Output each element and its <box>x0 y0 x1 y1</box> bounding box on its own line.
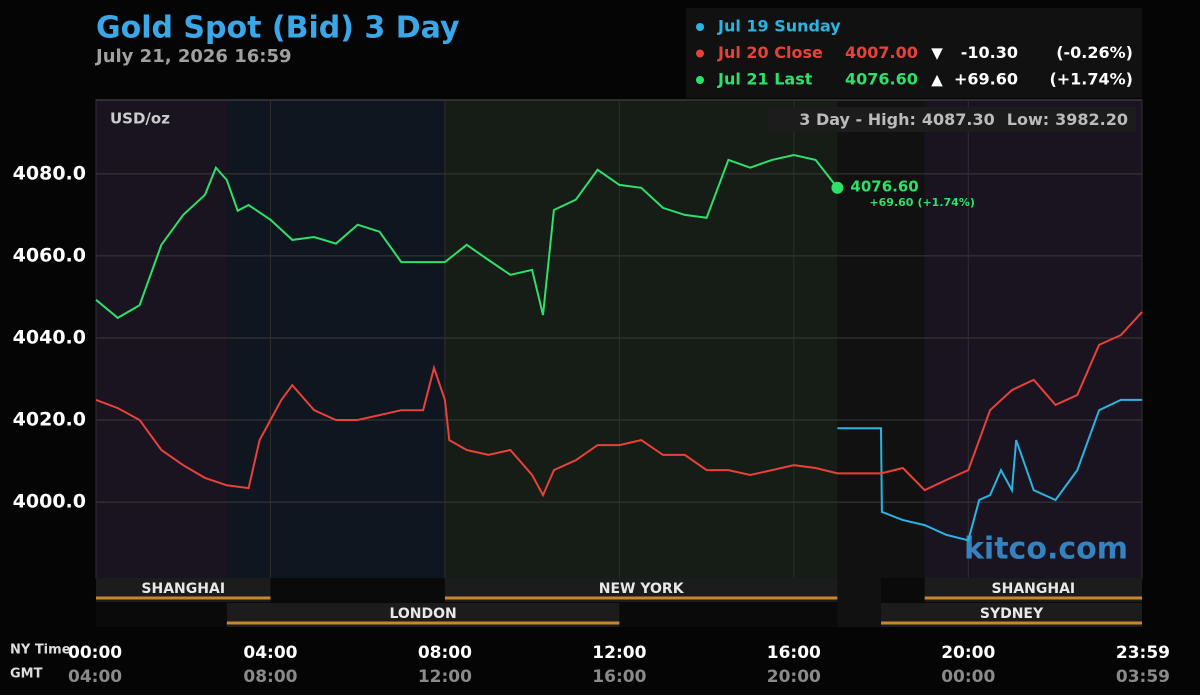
legend-dot <box>696 76 704 84</box>
session-label: LONDON <box>389 606 456 622</box>
x2-tick-label: 16:00 <box>592 667 646 687</box>
session-label: SHANGHAI <box>141 581 225 597</box>
legend-arrow: ▼ <box>931 44 943 62</box>
session-label: NEW YORK <box>599 581 685 597</box>
x-axis-label: NY Time <box>10 643 71 658</box>
session-label: SYDNEY <box>980 606 1044 622</box>
session-label: SHANGHAI <box>992 581 1076 597</box>
change: +69.60 <box>869 196 913 209</box>
legend-box <box>686 8 1142 98</box>
x2-axis-label: GMT <box>10 667 43 682</box>
stats: 3 Day - High: 4087.30 Low: 3982.20 <box>799 110 1128 129</box>
last-value-label: 4076.60 <box>850 177 918 195</box>
session-tint <box>924 101 1142 578</box>
x2-tick-label: 00:00 <box>941 667 995 687</box>
y-tick-label: 4060.0 <box>13 244 86 266</box>
watermark: kitco.com <box>964 532 1128 567</box>
stats-part: 3 Day - High: <box>799 110 916 129</box>
x2-tick-label: 04:00 <box>68 667 122 687</box>
chart-subtitle: July 21, 2026 16:59 <box>94 46 292 67</box>
legend-change-pct: (-0.26%) <box>1056 43 1133 62</box>
series-line <box>837 398 1142 542</box>
last-point <box>831 181 844 194</box>
series-line <box>95 153 839 320</box>
last-change-label: +69.60 (+1.74%) <box>869 196 974 209</box>
change-pct: (+1.74%) <box>917 196 974 209</box>
legend-name: Jul 19 Sunday <box>717 17 841 36</box>
x-tick-label: 20:00 <box>941 643 995 663</box>
y-tick-label: 4020.0 <box>13 409 86 431</box>
x-tick-label: 16:00 <box>767 643 821 663</box>
x2-tick-label: 12:00 <box>418 667 472 687</box>
stats-part: 3982.20 <box>1055 110 1128 129</box>
x2-tick-label: 08:00 <box>243 667 297 687</box>
x-tick-label: 12:00 <box>592 643 646 663</box>
legend-name: Jul 20 Close <box>717 43 823 62</box>
unit-label: USD/oz <box>110 110 170 128</box>
x2-tick-label: 20:00 <box>767 667 821 687</box>
legend-last: 4007.00 <box>845 43 918 62</box>
legend-name: Jul 21 Last <box>717 70 813 89</box>
stats-box <box>768 107 1136 132</box>
legend-arrow: ▲ <box>931 71 943 89</box>
chart-title: Gold Spot (Bid) 3 Day <box>96 11 460 46</box>
y-tick-label: 4080.0 <box>13 162 86 184</box>
stats-part: 4087.30 <box>922 110 995 129</box>
y-tick-label: 4000.0 <box>13 491 86 513</box>
x-tick-label: 00:00 <box>68 643 122 663</box>
session-tint <box>444 101 838 578</box>
y-tick-label: 4040.0 <box>13 326 86 348</box>
x-tick-label: 23:59 <box>1116 643 1170 663</box>
x2-tick-label: 03:59 <box>1116 667 1170 687</box>
stats-part: Low: <box>1007 110 1049 129</box>
legend-dot <box>696 23 704 31</box>
legend-change: +69.60 <box>954 70 1018 89</box>
legend-change-pct: (+1.74%) <box>1049 70 1133 89</box>
x-tick-label: 04:00 <box>243 643 297 663</box>
closed-market <box>837 101 882 627</box>
legend-dot <box>696 49 704 58</box>
legend-change: -10.30 <box>961 43 1018 62</box>
series-line <box>95 311 1143 498</box>
x-tick-label: 08:00 <box>418 643 472 663</box>
legend-last: 4076.60 <box>845 70 918 89</box>
